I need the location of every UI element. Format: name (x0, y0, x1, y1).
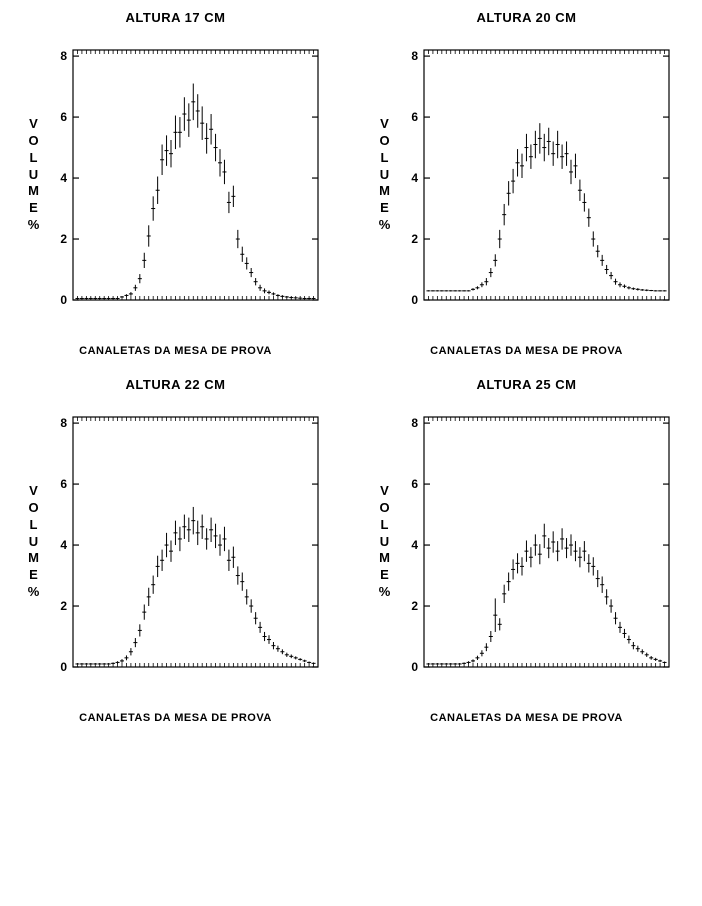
chart-svg: 0 2 4 6 8 (43, 412, 323, 672)
y-axis-label-letter: L (381, 150, 389, 167)
panel-title: ALTURA 22 CM (126, 377, 226, 392)
y-axis-label-letter: V (380, 116, 389, 133)
y-axis-label-letter: U (380, 534, 389, 551)
y-axis-label-letter: E (29, 567, 38, 584)
y-axis-label-letter: M (379, 183, 390, 200)
y-axis-label-letter: V (29, 116, 38, 133)
svg-text:4: 4 (61, 171, 68, 185)
svg-text:8: 8 (412, 49, 419, 63)
y-axis-label-letter: U (29, 534, 38, 551)
svg-text:4: 4 (412, 171, 419, 185)
y-axis-label-letter: V (29, 483, 38, 500)
y-axis-label-letter: L (30, 150, 38, 167)
svg-text:2: 2 (412, 232, 419, 246)
y-axis-label-letter: L (381, 517, 389, 534)
svg-text:2: 2 (61, 232, 68, 246)
y-axis-label-letter: % (379, 584, 391, 601)
y-axis-label-letter: M (28, 183, 39, 200)
panel-altura-20: ALTURA 20 CM VOLUME% 0 2 4 6 8 CANALETAS DA … (356, 10, 697, 357)
svg-text:4: 4 (412, 538, 419, 552)
y-axis-label-letter: % (28, 584, 40, 601)
x-axis-label: CANALETAS DA MESA DE PROVA (79, 345, 272, 357)
y-axis-label-letter: E (380, 567, 389, 584)
svg-text:6: 6 (61, 110, 68, 124)
chart-row: VOLUME% 0 2 4 6 8 (379, 412, 675, 672)
panel-title: ALTURA 17 CM (126, 10, 226, 25)
svg-text:6: 6 (412, 477, 419, 491)
y-axis-label-letter: O (28, 133, 38, 150)
y-axis-label-letter: % (379, 217, 391, 234)
y-axis-label: VOLUME% (28, 483, 40, 601)
chart-svg: 0 2 4 6 8 (394, 412, 674, 672)
svg-text:8: 8 (61, 416, 68, 430)
chart-grid: ALTURA 17 CM VOLUME% 02468 CANALETAS DA … (0, 0, 702, 734)
y-axis-label-letter: M (379, 550, 390, 567)
svg-text:6: 6 (412, 110, 419, 124)
panel-altura-25: ALTURA 25 CM VOLUME% 0 2 4 6 8 CANALETAS DA … (356, 377, 697, 724)
panel-title: ALTURA 25 CM (477, 377, 577, 392)
svg-text:8: 8 (61, 49, 68, 63)
y-axis-label-letter: O (28, 500, 38, 517)
panel-altura-17: ALTURA 17 CM VOLUME% 0 2 4 6 8 CANALETAS DA … (5, 10, 346, 357)
y-axis-label: VOLUME% (28, 116, 40, 234)
svg-text:0: 0 (61, 660, 68, 672)
x-axis-label: CANALETAS DA MESA DE PROVA (79, 712, 272, 724)
x-axis-label: CANALETAS DA MESA DE PROVA (430, 712, 623, 724)
y-axis-label-letter: E (29, 200, 38, 217)
svg-text:2: 2 (61, 599, 68, 613)
y-axis-label-letter: L (30, 517, 38, 534)
svg-text:4: 4 (61, 538, 68, 552)
svg-text:0: 0 (412, 293, 419, 305)
y-axis-label-letter: O (379, 133, 389, 150)
chart-svg: 0 2 4 6 8 (43, 45, 323, 305)
y-axis-label-letter: O (379, 500, 389, 517)
y-axis-label-letter: % (28, 217, 40, 234)
y-axis-label-letter: M (28, 550, 39, 567)
chart-svg: 0 2 4 6 8 (394, 45, 674, 305)
svg-text:0: 0 (412, 660, 419, 672)
y-axis-label-letter: V (380, 483, 389, 500)
y-axis-label-letter: U (29, 167, 38, 184)
y-axis-label-letter: U (380, 167, 389, 184)
chart-row: VOLUME% 0 2 4 6 8 (28, 412, 324, 672)
y-axis-label: VOLUME% (379, 483, 391, 601)
svg-text:6: 6 (61, 477, 68, 491)
chart-row: VOLUME% 0 2 4 6 8 (379, 45, 675, 305)
svg-text:2: 2 (412, 599, 419, 613)
chart-row: VOLUME% 0 2 4 6 8 (28, 45, 324, 305)
panel-altura-22: ALTURA 22 CM VOLUME% 0 2 4 6 8 CANALETAS DA … (5, 377, 346, 724)
svg-text:8: 8 (412, 416, 419, 430)
svg-text:0: 0 (61, 293, 68, 305)
x-axis-label: CANALETAS DA MESA DE PROVA (430, 345, 623, 357)
y-axis-label-letter: E (380, 200, 389, 217)
panel-title: ALTURA 20 CM (477, 10, 577, 25)
y-axis-label: VOLUME% (379, 116, 391, 234)
